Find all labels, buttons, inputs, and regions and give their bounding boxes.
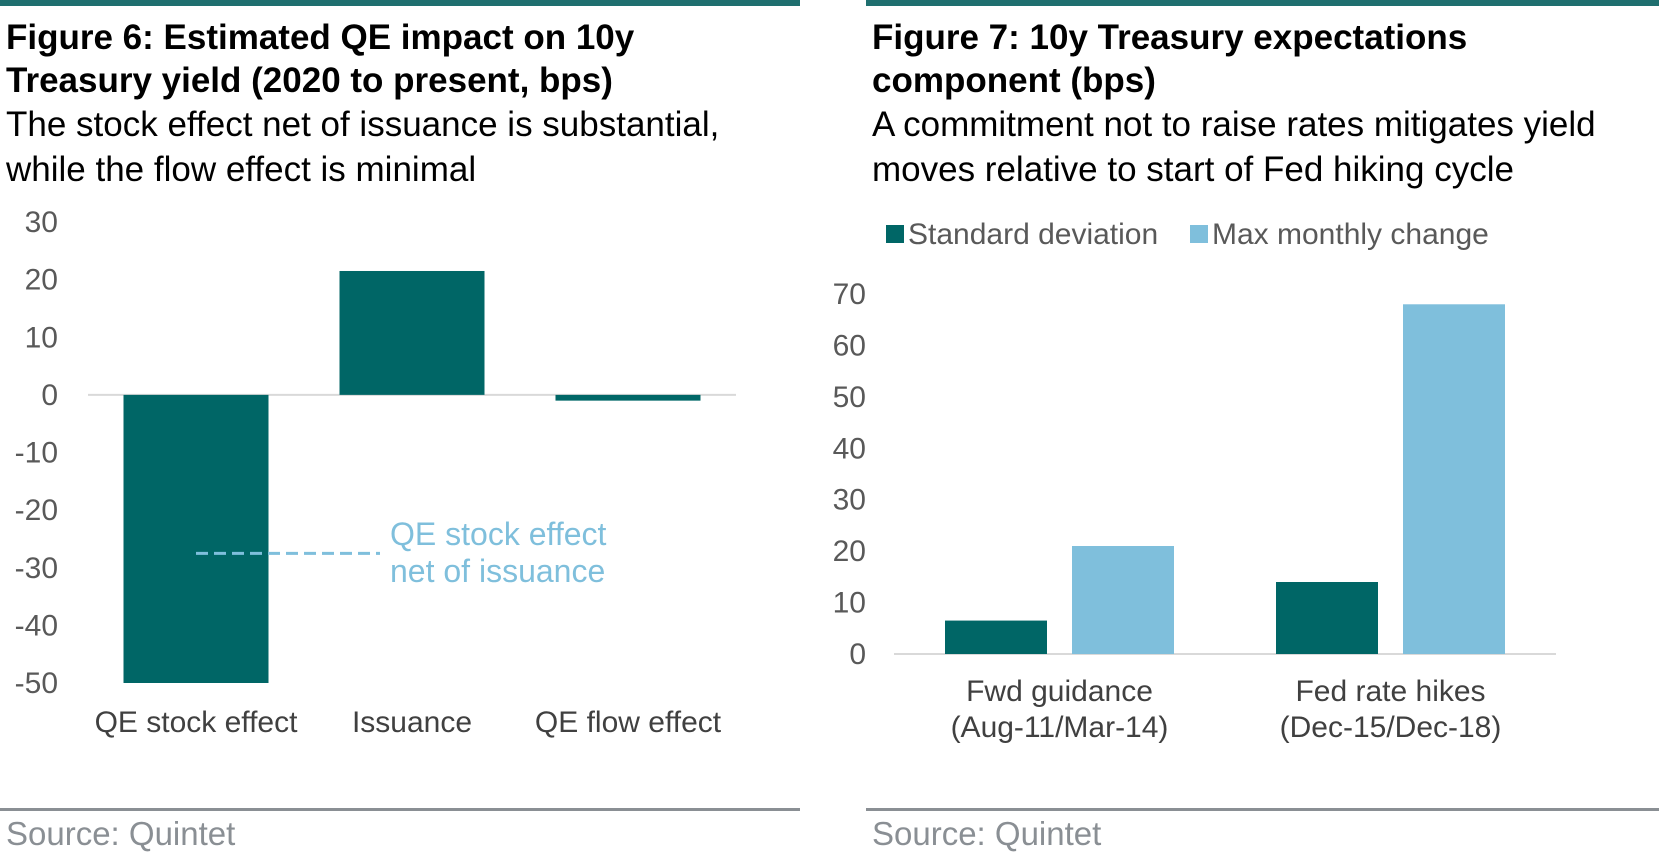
- x-tick-label: Issuance: [352, 706, 472, 739]
- y-tick-label: -20: [15, 494, 58, 527]
- y-tick-label: 30: [25, 206, 58, 239]
- figure-6-title: Figure 6: Estimated QE impact on 10y Tre…: [6, 18, 635, 100]
- figure-7-subtitle: A commitment not to raise rates mitigate…: [872, 105, 1596, 189]
- y-tick-label: 0: [41, 379, 58, 412]
- figure-6-panel: Figure 6: Estimated QE impact on 10y Tre…: [0, 0, 800, 853]
- x-tick-label: (Aug-11/Mar-14): [951, 711, 1169, 744]
- x-tick-label: Fwd guidance: [966, 675, 1153, 708]
- figure-7-chart: 70 60 50 40 30 20 10 0 Standard deviation Max mon…: [833, 218, 1556, 744]
- x-tick-label: QE flow effect: [535, 706, 722, 739]
- bar: [123, 394, 269, 683]
- legend-label: Max monthly change: [1212, 218, 1489, 251]
- legend-swatch: [886, 225, 904, 243]
- annotation-text: QE stock effect: [390, 516, 607, 552]
- bottom-rule: [0, 808, 800, 811]
- y-tick-label: 60: [833, 329, 866, 362]
- bar: [555, 394, 701, 401]
- bottom-rule: [866, 808, 1659, 811]
- y-tick-label: 20: [833, 535, 866, 568]
- y-tick-label: 30: [833, 484, 866, 517]
- y-tick-label: -40: [15, 609, 58, 642]
- bar: [1072, 546, 1174, 654]
- annotation-text: net of issuance: [390, 553, 605, 589]
- y-tick-label: -30: [15, 552, 58, 585]
- y-tick-label: -50: [15, 667, 58, 700]
- figure-6-chart: 30 20 10 0 -10 -20 -30 -40 -50 QE stock effect Iss…: [15, 206, 736, 739]
- top-rule: [0, 0, 800, 6]
- y-tick-label: 10: [25, 321, 58, 354]
- y-tick-label: -10: [15, 437, 58, 470]
- y-tick-label: 40: [833, 432, 866, 465]
- figure-7-title: Figure 7: 10y Treasury expectations comp…: [872, 18, 1468, 100]
- bar: [1276, 582, 1378, 654]
- figure-7-panel: Figure 7: 10y Treasury expectations comp…: [833, 0, 1659, 853]
- figure-6-source: Source: Quintet: [6, 815, 236, 852]
- x-tick-label: (Dec-15/Dec-18): [1280, 711, 1502, 744]
- bar: [339, 270, 485, 395]
- bar: [945, 620, 1047, 654]
- y-tick-label: 20: [25, 264, 58, 297]
- x-tick-label: Fed rate hikes: [1295, 675, 1485, 708]
- figure-6-subtitle: The stock effect net of issuance is subs…: [6, 105, 720, 189]
- x-tick-label: QE stock effect: [95, 706, 299, 739]
- legend-swatch: [1190, 225, 1208, 243]
- bar: [1403, 304, 1505, 654]
- legend-label: Standard deviation: [908, 218, 1158, 251]
- y-tick-label: 70: [833, 278, 866, 311]
- figure-7-source: Source: Quintet: [872, 815, 1102, 852]
- y-tick-label: 10: [833, 587, 866, 620]
- top-rule: [866, 0, 1659, 6]
- y-tick-label: 0: [849, 638, 866, 671]
- y-tick-label: 50: [833, 381, 866, 414]
